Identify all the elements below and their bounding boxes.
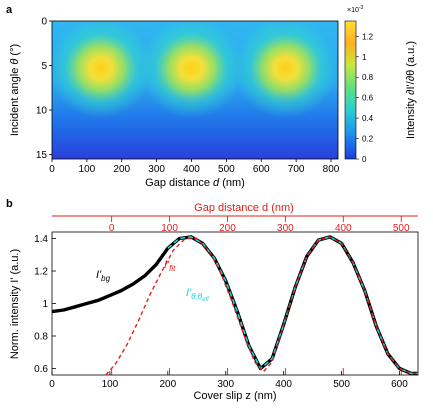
heatmap-y-tick-label: 10	[36, 106, 48, 117]
colorbar	[344, 20, 357, 160]
heatmap-frame	[51, 20, 339, 160]
line-plot-y-tick-label: 0.8	[34, 332, 48, 343]
line-plot-ticks: 0 100 200 300 400 500 600 1.4 1.2 1 0.8 0.6	[34, 234, 408, 390]
colorbar-tick-label: 1	[362, 53, 367, 62]
heatmap-x-tick-label: 400	[183, 164, 200, 175]
heatmap-peak-1	[139, 21, 244, 119]
label-i-bg: I'bg	[96, 269, 111, 283]
panel-a-label: a	[6, 4, 13, 16]
line-plot-x-tick-label: 0	[49, 379, 55, 390]
top-axis-tick-label: 200	[219, 223, 236, 234]
heatmap-x-tick-label: 500	[218, 164, 235, 175]
series-i-fit-line	[105, 236, 418, 376]
line-plot-x-axis-title: Cover slip z (nm)	[193, 390, 276, 402]
colorbar-tick-label: 0.2	[362, 135, 374, 144]
panel-b-label: b	[6, 198, 13, 210]
line-plot-y-tick-label: 0.6	[34, 364, 48, 375]
heatmap-x-tick-label: 700	[288, 164, 305, 175]
series-i-bg-line	[51, 235, 418, 376]
line-plot-y-axis-title: Norm. intensity I' (a.u.)	[9, 249, 21, 359]
line-plot-y-tick-label: 1.4	[34, 234, 48, 245]
heatmap-x-tick-label: 200	[113, 164, 130, 175]
colorbar-ticks: 1.2 1 0.8 0.6 0.4 0.2 0	[356, 32, 374, 164]
top-axis-tick-label: 100	[161, 223, 178, 234]
heatmap-x-axis-title: Gap distance d (nm)	[145, 177, 245, 189]
line-plot-x-tick-label: 600	[391, 379, 408, 390]
heatmap-y-tick-label: 15	[36, 150, 48, 161]
line-plot-x-tick-label: 500	[333, 379, 350, 390]
heatmap-x-tick-label: 0	[49, 164, 55, 175]
heatmap-y-tick-label: 5	[41, 61, 47, 72]
label-i-fit: I'fit	[164, 259, 176, 273]
top-axis-title: Gap distance d (nm)	[194, 202, 294, 214]
colorbar-tick-label: 0.4	[362, 114, 374, 123]
line-plot-y-tick-label: 1.2	[34, 267, 48, 278]
label-i-theta: I'θ,θeff	[186, 287, 210, 303]
colorbar-tick-label: 0	[362, 155, 367, 164]
top-axis-gap-distance: 0 100 200 300 400 500	[52, 215, 418, 375]
top-axis-tick-label: 500	[393, 223, 410, 234]
line-plot-y-tick-label: 1	[42, 299, 48, 310]
series-i-theta-line	[167, 236, 418, 375]
colorbar-tick-label: 0.6	[362, 94, 374, 103]
line-plot-series	[51, 235, 418, 376]
heatmap-x-tick-label: 300	[148, 164, 165, 175]
heatmap-x-tick-label: 800	[323, 164, 340, 175]
line-plot-x-tick-label: 100	[102, 379, 119, 390]
top-axis-tick-label: 0	[109, 223, 115, 234]
line-plot-x-tick-label: 300	[217, 379, 234, 390]
colorbar-tick-label: 1.2	[362, 32, 374, 41]
top-axis-tick-label: 300	[277, 223, 294, 234]
heatmap-x-ticks: 0 100 200 300 400 500 600 700 800	[49, 159, 340, 175]
heatmap-y-axis-title: Incident angle θ (°)	[9, 44, 21, 136]
top-axis-tick-label: 400	[335, 223, 352, 234]
heatmap-y-ticks: 0 5 10 15	[36, 17, 52, 161]
line-plot-x-tick-label: 200	[159, 379, 176, 390]
colorbar-label: Intensity ∂I'/∂θ (a.u.)	[405, 41, 417, 139]
heatmap-image	[52, 21, 338, 159]
heatmap-x-tick-label: 100	[79, 164, 96, 175]
heatmap-y-tick-label: 0	[41, 17, 47, 28]
colorbar-tick-label: 0.8	[362, 73, 374, 82]
heatmap-peak-2	[233, 21, 338, 119]
line-plot-x-tick-label: 400	[275, 379, 292, 390]
colorbar-exponent: ×10-3	[347, 5, 364, 14]
heatmap-peak-0	[52, 21, 153, 119]
heatmap-x-tick-label: 600	[253, 164, 270, 175]
